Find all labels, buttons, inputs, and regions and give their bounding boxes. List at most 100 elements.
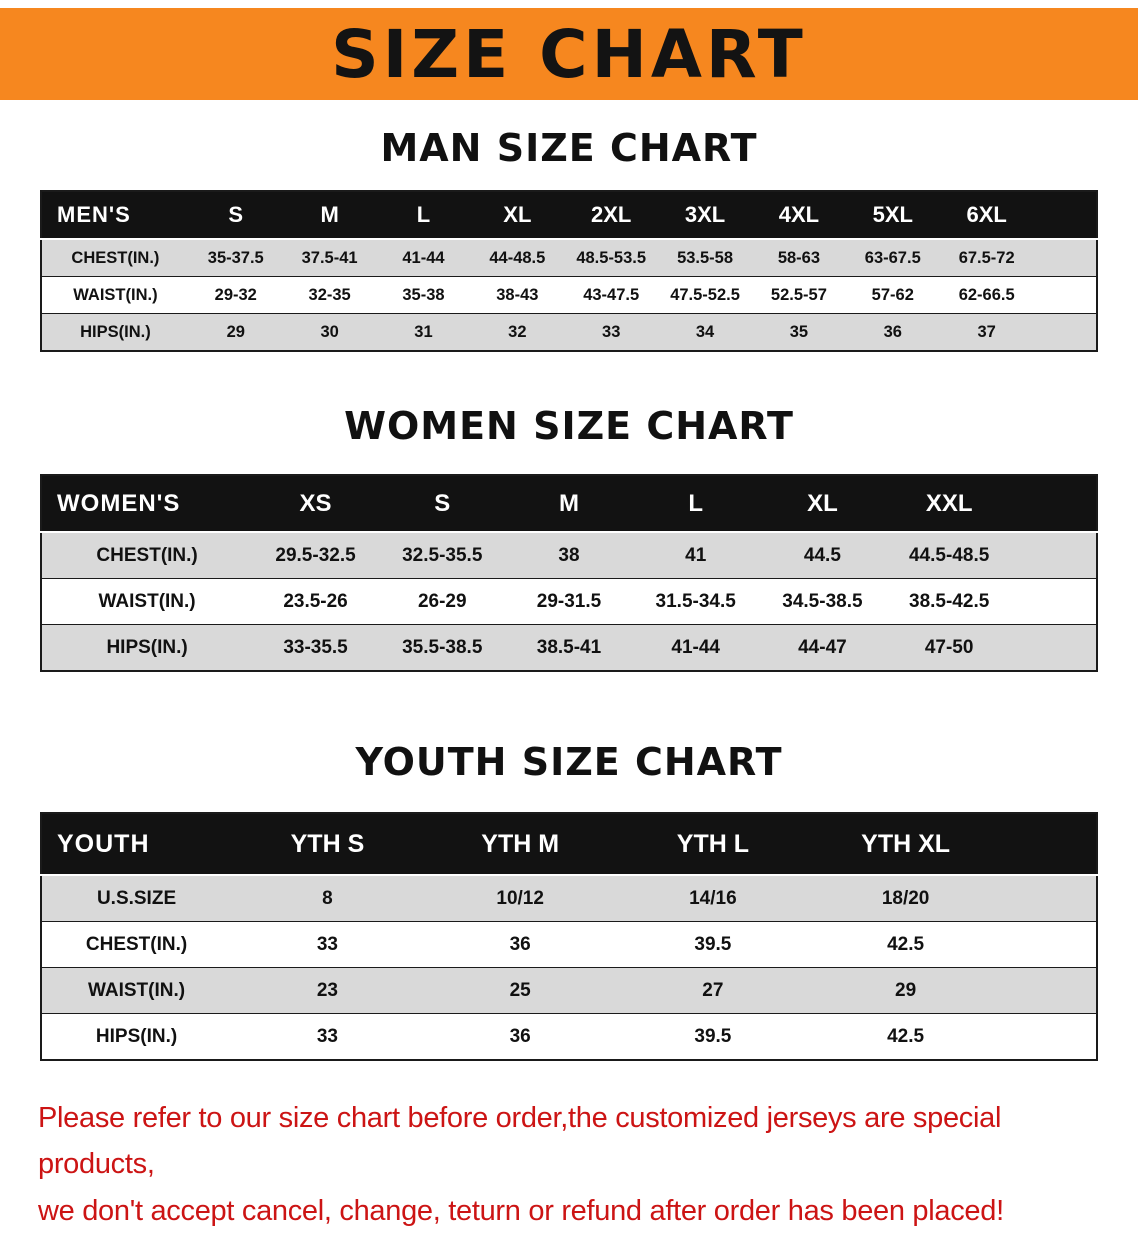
table-cell: 44.5 xyxy=(759,531,886,579)
table-cell: 67.5-72 xyxy=(939,238,1034,277)
table-cell: 30 xyxy=(282,313,377,351)
column-header: YTH S xyxy=(231,813,424,876)
table-cell: 34 xyxy=(658,313,752,351)
table-cell: 38.5-41 xyxy=(505,624,633,671)
table-cell: 35 xyxy=(751,313,846,351)
table-cell: 35-37.5 xyxy=(188,238,283,277)
footer-line-2: we don't accept cancel, change, teturn o… xyxy=(38,1194,1004,1227)
table-cell: 62-66.5 xyxy=(939,276,1034,314)
table-cell: 38.5-42.5 xyxy=(885,578,1013,625)
spacer-cell xyxy=(1012,578,1097,625)
youth-size-table-wrap: YOUTH YTH S YTH M YTH L YTH XL U.S.SIZE 8 10/12… xyxy=(40,812,1098,1061)
men-size-section: MAN SIZE CHART MEN'S S M L XL 2XL 3XL 4XL 5XL 6XL… xyxy=(0,126,1138,352)
table-cell: 36 xyxy=(845,313,940,351)
table-cell: 48.5-53.5 xyxy=(564,238,659,277)
column-header: 5XL xyxy=(845,191,940,240)
row-label: CHEST(IN.) xyxy=(41,921,232,968)
spacer-cell xyxy=(1001,921,1097,968)
spacer-cell xyxy=(1033,191,1097,240)
table-cell: 23.5-26 xyxy=(252,578,379,625)
table-cell: 35.5-38.5 xyxy=(378,624,506,671)
table-cell: 33-35.5 xyxy=(252,624,379,671)
row-label: HIPS(IN.) xyxy=(41,624,253,671)
table-cell: 44-47 xyxy=(759,624,886,671)
column-header: 6XL xyxy=(939,191,1034,240)
column-header: XL xyxy=(470,191,565,240)
column-header: S xyxy=(188,191,283,240)
table-cell: 44.5-48.5 xyxy=(885,531,1013,579)
table-row: CHEST(IN.) 35-37.5 37.5-41 41-44 44-48.5 48.5… xyxy=(41,238,1097,277)
table-cell: 58-63 xyxy=(751,238,846,277)
table-corner-header: YOUTH xyxy=(41,813,232,876)
men-size-table: MEN'S S M L XL 2XL 3XL 4XL 5XL 6XL CHEST(IN.) 35-37… xyxy=(40,190,1098,352)
spacer-cell xyxy=(1033,276,1097,314)
table-cell: 31 xyxy=(376,313,471,351)
table-row: WAIST(IN.) 23 25 27 29 xyxy=(41,967,1097,1014)
table-cell: 38 xyxy=(505,531,633,579)
table-cell: 33 xyxy=(231,921,424,968)
column-header: L xyxy=(376,191,471,240)
spacer-cell xyxy=(1001,874,1097,922)
youth-size-table: YOUTH YTH S YTH M YTH L YTH XL U.S.SIZE 8 10/12… xyxy=(40,812,1098,1061)
table-header-row: YOUTH YTH S YTH M YTH L YTH XL xyxy=(41,813,1097,876)
table-cell: 14/16 xyxy=(616,874,810,922)
table-cell: 27 xyxy=(616,967,810,1014)
size-chart-banner: SIZE CHART xyxy=(0,8,1138,100)
table-cell: 41 xyxy=(632,531,760,579)
table-row: HIPS(IN.) 33-35.5 35.5-38.5 38.5-41 41-44 44-… xyxy=(41,624,1097,671)
table-cell: 18/20 xyxy=(809,874,1002,922)
table-corner-header: WOMEN'S xyxy=(41,475,253,533)
table-cell: 57-62 xyxy=(845,276,940,314)
table-cell: 42.5 xyxy=(809,1013,1002,1060)
column-header: 2XL xyxy=(564,191,659,240)
table-cell: 10/12 xyxy=(423,874,617,922)
women-size-table: WOMEN'S XS S M L XL XXL CHEST(IN.) 29.5-32.5 32.5… xyxy=(40,474,1098,672)
table-cell: 39.5 xyxy=(616,921,810,968)
spacer-cell xyxy=(1033,313,1097,351)
women-size-table-wrap: WOMEN'S XS S M L XL XXL CHEST(IN.) 29.5-32.5 32.5… xyxy=(40,474,1098,672)
row-label: HIPS(IN.) xyxy=(41,1013,232,1060)
table-cell: 36 xyxy=(423,921,617,968)
table-row: HIPS(IN.) 33 36 39.5 42.5 xyxy=(41,1013,1097,1060)
table-cell: 29 xyxy=(809,967,1002,1014)
table-row: CHEST(IN.) 33 36 39.5 42.5 xyxy=(41,921,1097,968)
spacer-cell xyxy=(1001,967,1097,1014)
row-label: HIPS(IN.) xyxy=(41,313,189,351)
table-cell: 39.5 xyxy=(616,1013,810,1060)
table-row: WAIST(IN.) 23.5-26 26-29 29-31.5 31.5-34.5 34… xyxy=(41,578,1097,625)
table-row: CHEST(IN.) 29.5-32.5 32.5-35.5 38 41 44.5 44.5… xyxy=(41,531,1097,579)
table-cell: 23 xyxy=(231,967,424,1014)
table-row: U.S.SIZE 8 10/12 14/16 18/20 xyxy=(41,874,1097,922)
table-cell: 41-44 xyxy=(632,624,760,671)
column-header: XXL xyxy=(885,475,1013,533)
table-cell: 47-50 xyxy=(885,624,1013,671)
youth-size-section: YOUTH SIZE CHART YOUTH YTH S YTH M YTH L YTH… xyxy=(0,740,1138,1061)
spacer-cell xyxy=(1012,624,1097,671)
row-label: U.S.SIZE xyxy=(41,874,232,922)
column-header: YTH L xyxy=(616,813,810,876)
spacer-cell xyxy=(1012,531,1097,579)
column-header: M xyxy=(282,191,377,240)
table-cell: 29-31.5 xyxy=(505,578,633,625)
column-header: YTH XL xyxy=(809,813,1002,876)
table-cell: 26-29 xyxy=(378,578,506,625)
table-cell: 37 xyxy=(939,313,1034,351)
table-cell: 42.5 xyxy=(809,921,1002,968)
column-header: YTH M xyxy=(423,813,617,876)
table-cell: 38-43 xyxy=(470,276,565,314)
table-cell: 8 xyxy=(231,874,424,922)
table-cell: 25 xyxy=(423,967,617,1014)
column-header: XL xyxy=(759,475,886,533)
footer-note: Please refer to our size chart before or… xyxy=(38,1095,1100,1234)
table-cell: 29 xyxy=(188,313,283,351)
table-cell: 32-35 xyxy=(282,276,377,314)
table-cell: 29.5-32.5 xyxy=(252,531,379,579)
page-title: SIZE CHART xyxy=(331,15,807,93)
table-cell: 33 xyxy=(231,1013,424,1060)
table-cell: 52.5-57 xyxy=(751,276,846,314)
row-label: CHEST(IN.) xyxy=(41,531,253,579)
table-cell: 31.5-34.5 xyxy=(632,578,760,625)
table-cell: 35-38 xyxy=(376,276,471,314)
men-size-table-wrap: MEN'S S M L XL 2XL 3XL 4XL 5XL 6XL CHEST(IN.) 35-37… xyxy=(40,190,1098,352)
table-row: HIPS(IN.) 29 30 31 32 33 34 35 36 37 xyxy=(41,313,1097,351)
